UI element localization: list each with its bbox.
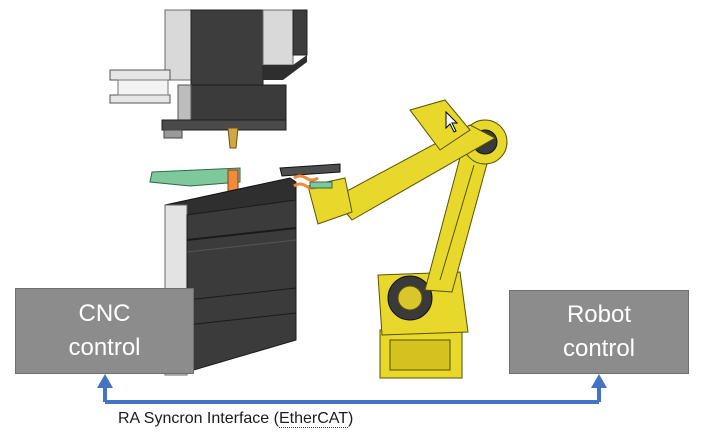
robot-control-box: Robot control — [509, 290, 689, 374]
interface-label-prefix: RA Syncron Interface ( — [118, 410, 279, 427]
interface-label-acronym: EtherCAT — [278, 410, 349, 428]
cnc-box-line1: CNC — [78, 300, 131, 327]
robot-box-line1: Robot — [566, 301, 632, 328]
cnc-control-box: CNC control — [15, 288, 194, 374]
industrial-robot — [279, 99, 508, 379]
green-tooling — [149, 167, 241, 193]
communication-arrow — [97, 374, 607, 404]
robot-box-line2: control — [562, 335, 636, 362]
cnc-box-line2: control — [68, 334, 141, 361]
press-brake-upper-beam — [109, 9, 308, 149]
mouse-pointer-icon — [445, 110, 459, 133]
interface-label-suffix: ) — [348, 410, 354, 427]
press-brake-lower-beam — [164, 177, 297, 376]
interface-label: RA Syncron Interface (EtherCAT) — [118, 410, 353, 428]
